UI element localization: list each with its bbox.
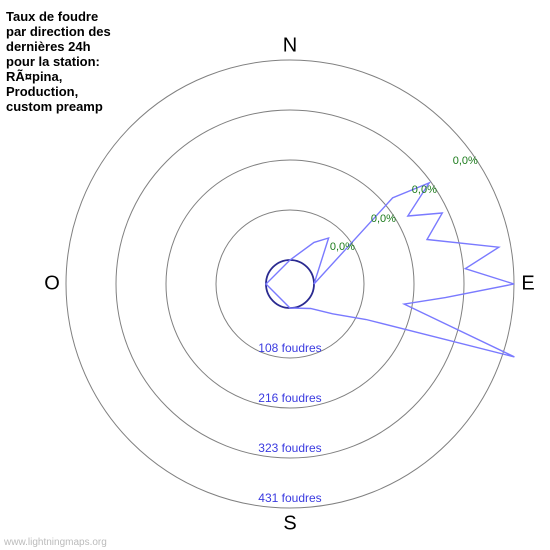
ring-upper-3: 0,0% xyxy=(453,155,478,167)
credit-text: www.lightningmaps.org xyxy=(4,537,107,548)
compass-s: S xyxy=(283,513,296,536)
ring-lower-3: 431 foudres xyxy=(258,491,321,505)
polar-chart xyxy=(0,0,550,550)
compass-n: N xyxy=(283,35,297,58)
ring-lower-2: 323 foudres xyxy=(258,441,321,455)
ring-upper-1: 0,0% xyxy=(371,213,396,225)
ring-lower-1: 216 foudres xyxy=(258,391,321,405)
ring-lower-0: 108 foudres xyxy=(258,341,321,355)
compass-e: E xyxy=(521,273,534,296)
compass-w: O xyxy=(44,273,60,296)
ring-upper-2: 0,0% xyxy=(412,184,437,196)
ring-upper-0: 0,0% xyxy=(330,241,355,253)
